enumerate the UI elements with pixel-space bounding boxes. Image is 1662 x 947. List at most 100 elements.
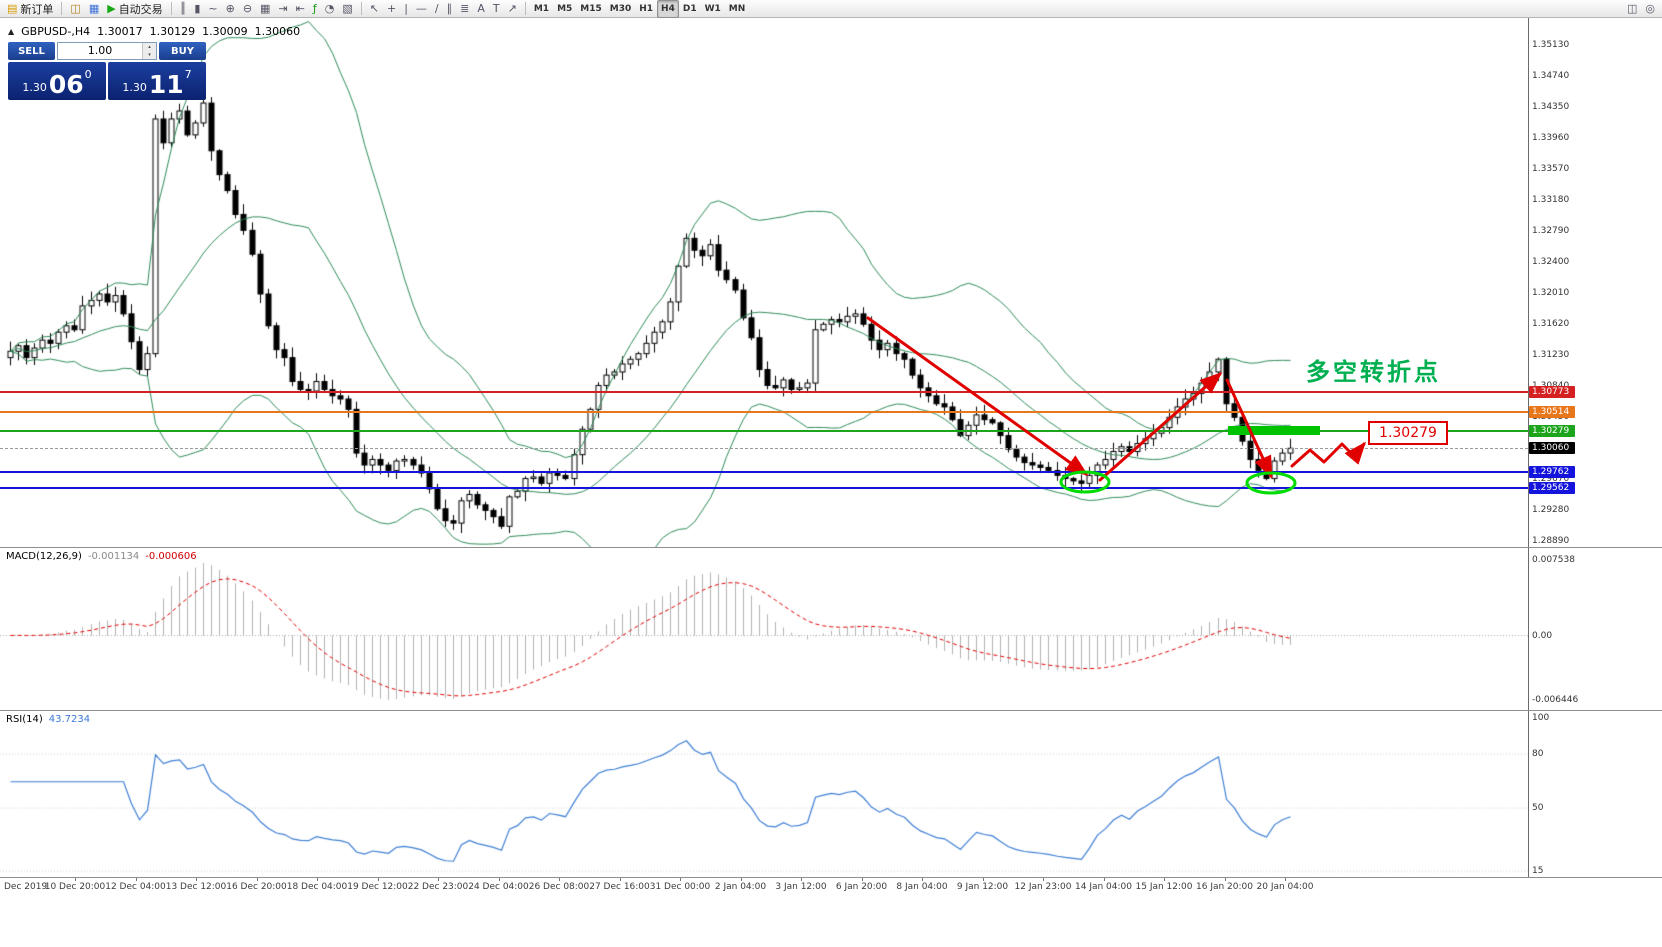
- highlight-ellipse-2[interactable]: [1245, 471, 1297, 495]
- macd-axis-label: 0.007538: [1532, 555, 1575, 566]
- indicators-button[interactable]: ƒ: [309, 0, 321, 18]
- channel-button[interactable]: ∥: [443, 0, 457, 18]
- horizontal-line-button-icon: —: [415, 2, 427, 15]
- level-line-1.30514[interactable]: [0, 411, 1528, 414]
- buy-price-display[interactable]: 1.30 11 7: [108, 62, 206, 100]
- crosshair-button[interactable]: +: [383, 0, 400, 18]
- volume-stepper[interactable]: ▴ ▾: [142, 43, 156, 59]
- time-axis-tick: [498, 878, 500, 881]
- time-axis-tick: [982, 878, 984, 881]
- ohlc-high: 1.30129: [149, 25, 196, 38]
- buy-price-sup: 7: [184, 68, 192, 81]
- ohlc-low: 1.30009: [202, 25, 248, 38]
- toolbar-separator: [360, 2, 362, 15]
- panel-separator-2[interactable]: [0, 710, 1662, 711]
- panel-separator-1[interactable]: [0, 547, 1662, 548]
- text-button[interactable]: A: [473, 0, 489, 18]
- rsi-panel[interactable]: RSI(14) 43.7234: [0, 711, 1528, 877]
- new-order-button[interactable]: ▤ 新订单: [3, 0, 57, 18]
- navigator-button[interactable]: ▦: [85, 0, 103, 18]
- level-line-1.30279[interactable]: [0, 429, 1528, 432]
- time-axis-label: 2 Jan 04:00: [714, 882, 767, 892]
- level-line-1.30773[interactable]: [0, 390, 1528, 393]
- text-label-button[interactable]: T: [489, 0, 504, 18]
- rsi-canvas[interactable]: [0, 711, 1528, 877]
- fibonacci-button[interactable]: ≣: [456, 0, 473, 18]
- level-line-1.29562[interactable]: [0, 486, 1528, 489]
- highlight-ellipse-1[interactable]: [1059, 470, 1111, 494]
- price-chart-canvas[interactable]: [0, 18, 1528, 547]
- volume-down-icon[interactable]: ▾: [143, 51, 156, 59]
- macd-canvas[interactable]: [0, 548, 1528, 710]
- timeframe-m30-label: M30: [609, 3, 632, 14]
- vertical-line-button[interactable]: |: [400, 0, 412, 18]
- price-axis-label: 1.29670: [1532, 474, 1570, 485]
- time-axis-tick: [861, 878, 863, 881]
- timeframe-w1[interactable]: W1: [701, 0, 725, 18]
- rsi-axis-label: 15: [1532, 866, 1544, 876]
- trend-arrow-down-2[interactable]: [1225, 378, 1273, 479]
- timeframe-h1[interactable]: H1: [635, 0, 657, 18]
- candlestick-chart-button[interactable]: ▮: [190, 0, 204, 18]
- timeframe-d1[interactable]: D1: [679, 0, 701, 18]
- volume-value[interactable]: 1.00: [87, 44, 113, 57]
- zoom-out-button[interactable]: ⊖: [239, 0, 256, 18]
- zigzag-arrow[interactable]: [1290, 441, 1366, 468]
- zoom-in-button[interactable]: ⊕: [222, 0, 239, 18]
- timeframe-mn[interactable]: MN: [725, 0, 750, 18]
- volume-field[interactable]: 1.00 ▴ ▾: [57, 42, 157, 60]
- timeframe-m5[interactable]: M5: [553, 0, 576, 18]
- macd-axis-label: 0.00: [1532, 630, 1553, 641]
- cursor-button-icon: ↖: [369, 2, 379, 15]
- turning-point-annotation[interactable]: 多空转折点: [1306, 358, 1441, 386]
- rsi-axis[interactable]: 100 80 50 15: [1529, 711, 1662, 877]
- trendline-button-icon: ∕: [434, 2, 439, 15]
- horizontal-line-button[interactable]: —: [412, 0, 431, 18]
- trade-prices-row: 1.30 06 0 1.30 11 7: [8, 62, 206, 100]
- periods-button[interactable]: ◔: [321, 0, 339, 18]
- trade-panel-toggle-icon[interactable]: ▲: [8, 27, 15, 36]
- trendline-button[interactable]: ∕: [431, 0, 443, 18]
- macd-axis[interactable]: 0.007538 0.00 -0.006446: [1529, 548, 1662, 710]
- price-callout-box[interactable]: 1.30279: [1368, 421, 1448, 445]
- volume-up-icon[interactable]: ▴: [143, 43, 156, 51]
- price-axis-label: 1.34350: [1532, 102, 1570, 113]
- sell-button[interactable]: SELL: [8, 42, 55, 60]
- support-zone-bar[interactable]: [1228, 426, 1320, 435]
- toolbar-separator: [170, 2, 172, 15]
- price-axis-label: 1.32790: [1532, 226, 1570, 237]
- timeframe-w1-label: W1: [704, 3, 721, 14]
- macd-panel[interactable]: MACD(12,26,9) -0.001134 -0.000606: [0, 548, 1528, 710]
- buy-button[interactable]: BUY: [159, 42, 206, 60]
- sell-price-sup: 0: [84, 68, 92, 81]
- time-axis[interactable]: Dec 2019 10 Dec 20:00 12 Dec 04:00 13 Dec 1…: [0, 878, 1662, 898]
- price-axis[interactable]: 1.35130 1.34740 1.34350 1.33960 1.33570 1.331…: [1529, 18, 1662, 547]
- cursor-button[interactable]: ↖: [366, 0, 383, 18]
- chart-shift-button[interactable]: ⇤: [292, 0, 309, 18]
- timeframe-h4[interactable]: H4: [657, 0, 679, 18]
- arrows-button[interactable]: ↗: [504, 0, 521, 18]
- time-axis-tick: [680, 878, 681, 881]
- window-arrange-button[interactable]: ◫: [1623, 0, 1641, 18]
- search-button[interactable]: ◎: [1641, 0, 1659, 18]
- macd-signal-value: -0.000606: [145, 551, 197, 562]
- trend-arrow-up-1[interactable]: [1098, 372, 1223, 482]
- timeframe-m30[interactable]: M30: [606, 0, 635, 18]
- ohlc-open: 1.30017: [97, 25, 143, 38]
- bar-chart-button[interactable]: ║: [176, 0, 191, 18]
- timeframe-h1-label: H1: [639, 3, 654, 14]
- timeframe-mn-label: MN: [728, 3, 746, 14]
- sell-price-display[interactable]: 1.30 06 0: [8, 62, 106, 100]
- templates-button[interactable]: ▧: [338, 0, 356, 18]
- time-axis-label: 27 Dec 16:00: [589, 882, 650, 892]
- timeframe-m15[interactable]: M15: [576, 0, 605, 18]
- timeframe-m1[interactable]: M1: [530, 0, 553, 18]
- trend-arrow-down-1[interactable]: [866, 316, 1089, 476]
- auto-scroll-button[interactable]: ⇥: [274, 0, 291, 18]
- level-line-1.29762[interactable]: [0, 471, 1528, 474]
- market-watch-button[interactable]: ◫: [66, 0, 84, 18]
- tile-windows-button[interactable]: ▦: [256, 0, 274, 18]
- line-chart-button[interactable]: ~: [204, 0, 221, 18]
- main-chart-panel[interactable]: ▲ GBPUSD-,H4 1.30017 1.30129 1.30009 1.3…: [0, 18, 1528, 547]
- autotrading-button[interactable]: ▶ 自动交易: [103, 0, 166, 18]
